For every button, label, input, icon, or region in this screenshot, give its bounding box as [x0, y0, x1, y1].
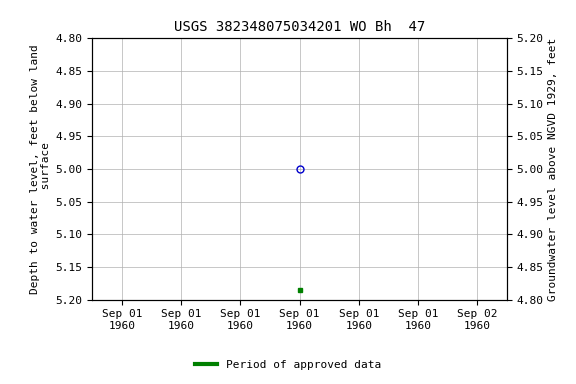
Title: USGS 382348075034201 WO Bh  47: USGS 382348075034201 WO Bh 47 [174, 20, 425, 35]
Legend: Period of approved data: Period of approved data [191, 356, 385, 375]
Y-axis label: Groundwater level above NGVD 1929, feet: Groundwater level above NGVD 1929, feet [548, 37, 558, 301]
Y-axis label: Depth to water level, feet below land
 surface: Depth to water level, feet below land su… [30, 44, 51, 294]
